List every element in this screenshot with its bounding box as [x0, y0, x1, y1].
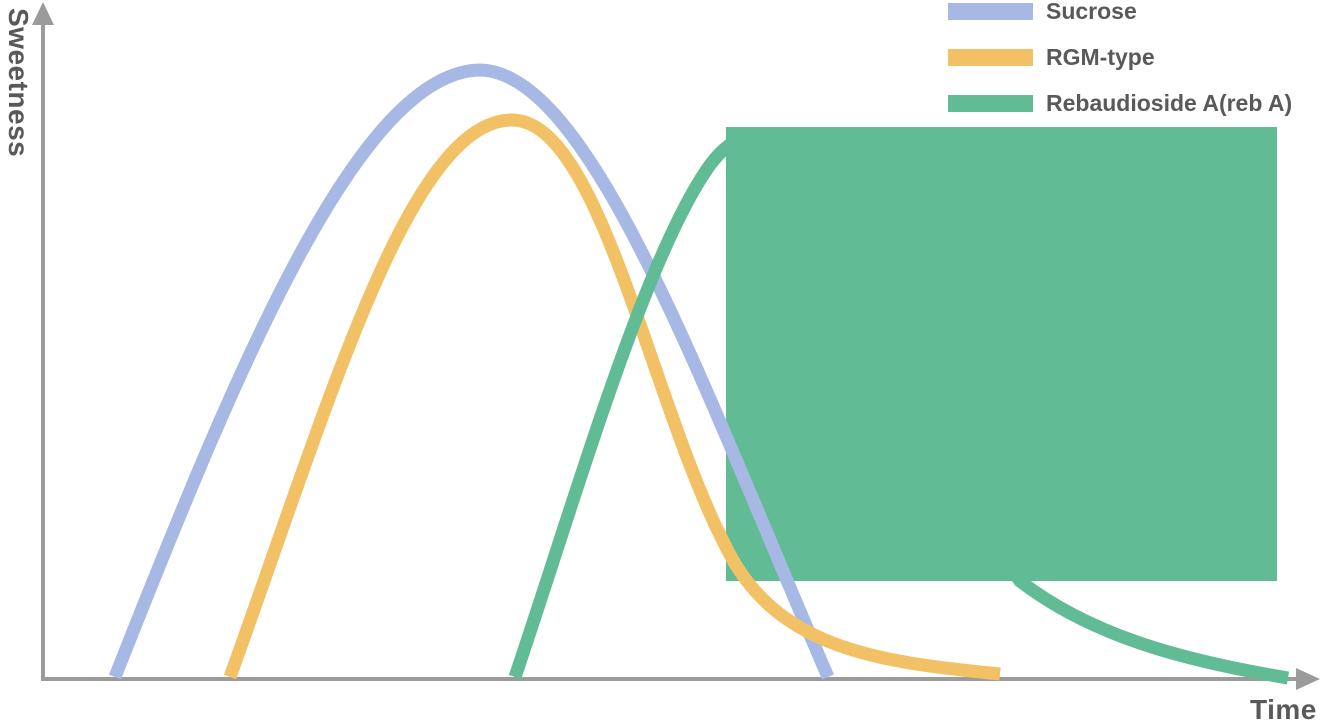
legend-item-sucrose: Sucrose	[948, 0, 1292, 24]
x-axis-arrow-icon	[1296, 668, 1320, 690]
legend-item-rebaudioside-a: Rebaudioside A(reb A)	[948, 90, 1293, 116]
x-axis-label: Time	[1250, 694, 1317, 724]
curve-rebaudioside-a	[508, 130, 1290, 685]
legend-label-rebaudioside-a: Rebaudioside A(reb A)	[1046, 90, 1293, 116]
legend-item-rgm-type: RGM-type	[948, 44, 1292, 70]
legend-swatch-rebaudioside-a	[948, 95, 1033, 112]
curve-sucrose	[108, 63, 834, 680]
legend-swatch-sucrose	[948, 3, 1033, 20]
legend-label-sucrose: Sucrose	[1046, 0, 1137, 24]
y-axis-label: Sweetness	[3, 8, 34, 158]
legend: Sucrose RGM-type Rebaudioside A(reb A)	[948, 0, 1293, 116]
legend-label-rgm-type: RGM-type	[1046, 44, 1155, 70]
curve-rgm-type	[223, 113, 1001, 681]
legend-swatch-rgm-type	[948, 49, 1033, 66]
y-axis-arrow-icon	[32, 2, 54, 25]
